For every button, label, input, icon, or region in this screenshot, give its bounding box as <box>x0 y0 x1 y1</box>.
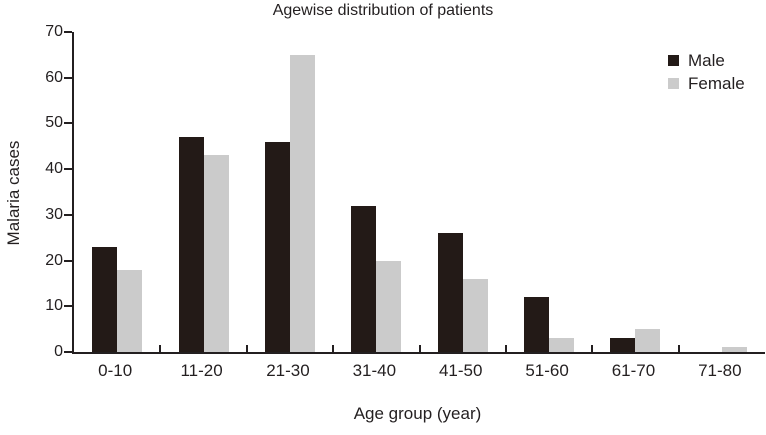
y-tick-label-30: 30 <box>45 205 63 223</box>
bar-female-41-50 <box>462 278 488 352</box>
y-tick-mark-10 <box>64 305 72 308</box>
x-tick-mark-3 <box>332 345 335 352</box>
bar-male-31-40 <box>351 205 377 352</box>
x-category-label-51-60: 51-60 <box>525 361 569 380</box>
y-tick-label-20: 20 <box>45 251 63 269</box>
y-axis-title: Malaria cases <box>4 140 23 246</box>
y-tick-mark-30 <box>64 213 72 216</box>
x-tick-mark-2 <box>245 345 248 352</box>
x-category-label-11-20: 11-20 <box>180 361 223 380</box>
chart-title: Agewise distribution of patients <box>272 2 494 19</box>
bar-male-21-30 <box>264 141 290 352</box>
bar-female-61-70 <box>635 329 661 352</box>
legend-swatch-male-icon <box>668 55 679 66</box>
x-tick-mark-5 <box>504 345 507 352</box>
x-tick-mark-6 <box>591 345 594 352</box>
y-tick-label-40: 40 <box>45 160 63 178</box>
y-tick-mark-20 <box>64 259 72 262</box>
bar-female-11-20 <box>203 155 229 352</box>
x-axis-title: Age group (year) <box>353 404 482 423</box>
x-category-label-31-40: 31-40 <box>352 361 397 380</box>
y-tick-label-60: 60 <box>45 68 63 86</box>
bar-female-71-80 <box>721 347 747 352</box>
y-tick-mark-40 <box>64 168 72 171</box>
y-tick-label-0: 0 <box>54 343 63 360</box>
legend: Male Female <box>668 49 745 95</box>
legend-item-female: Female <box>668 72 745 95</box>
x-tick-mark-4 <box>418 345 421 352</box>
y-tick-mark-70 <box>64 31 72 33</box>
plot-area: 0 10 20 30 40 50 60 70 <box>45 24 765 360</box>
bar-male-41-50 <box>437 233 463 352</box>
x-category-label-0-10: 0-10 <box>98 361 133 380</box>
y-tick-mark-0 <box>64 351 72 353</box>
y-tick-mark-60 <box>64 76 72 79</box>
y-tick-label-10: 10 <box>45 297 63 315</box>
y-tick-mark-50 <box>64 122 72 125</box>
legend-label-female: Female <box>688 74 745 93</box>
x-category-label-21-30: 21-30 <box>266 361 310 380</box>
bar-male-11-20 <box>178 137 204 352</box>
x-category-label-71-80: 71-80 <box>698 361 742 380</box>
y-tick-label-70: 70 <box>45 23 63 40</box>
legend-label-male: Male <box>688 51 725 70</box>
bar-male-51-60 <box>524 297 550 352</box>
bar-female-51-60 <box>549 338 575 352</box>
x-category-label-41-50: 41-50 <box>438 361 483 380</box>
bar-female-21-30 <box>289 54 315 352</box>
legend-swatch-female-icon <box>668 78 679 89</box>
x-category-label-61-70: 61-70 <box>611 361 656 380</box>
x-tick-mark-1 <box>159 345 162 352</box>
bar-female-0-10 <box>117 269 143 352</box>
legend-item-male: Male <box>668 49 745 72</box>
bar-female-31-40 <box>376 260 402 352</box>
bar-male-0-10 <box>92 246 118 352</box>
x-tick-mark-7 <box>677 345 680 352</box>
y-tick-label-50: 50 <box>45 114 63 132</box>
bar-male-61-70 <box>610 338 636 352</box>
